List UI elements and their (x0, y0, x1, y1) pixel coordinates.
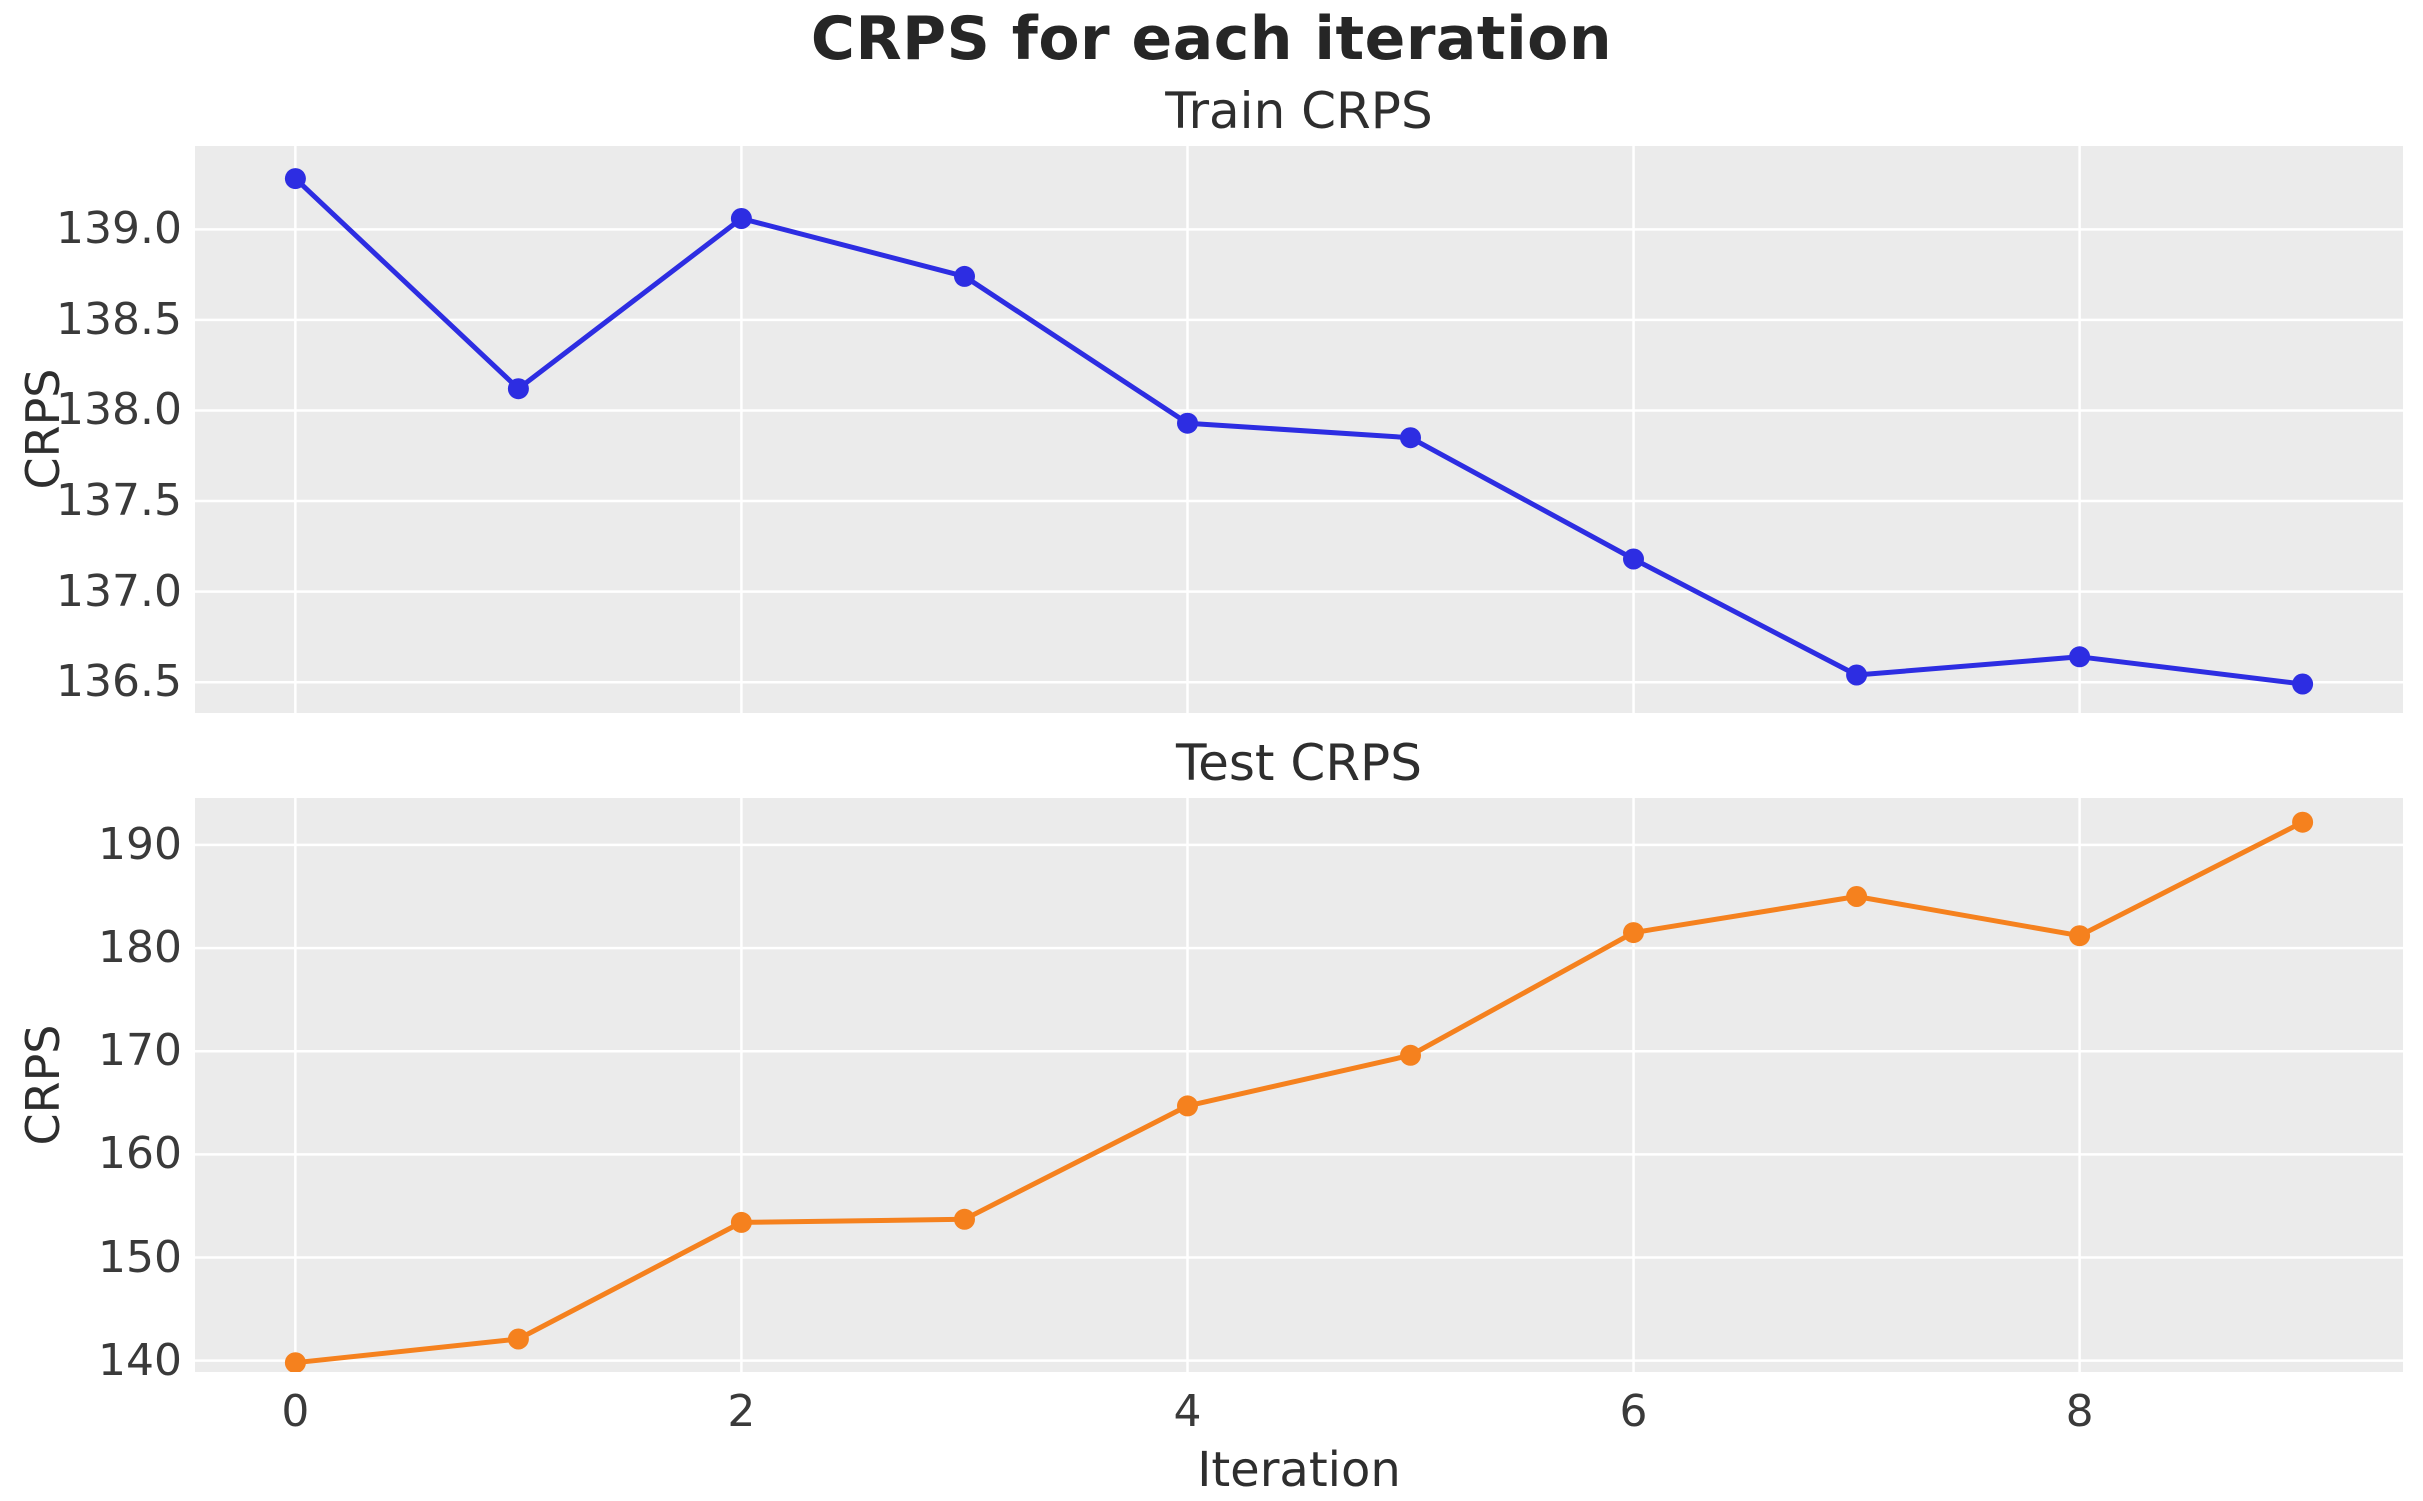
x-tick-label: 2 (727, 1386, 756, 1437)
data-point-marker (1177, 1095, 1198, 1117)
train-axes (195, 146, 2403, 713)
y-tick-label: 150 (98, 1231, 182, 1283)
x-tick-label: 4 (1173, 1386, 1202, 1437)
y-tick-label: 139.0 (56, 203, 182, 255)
data-point-marker (1400, 427, 1421, 449)
data-point-marker (1846, 886, 1868, 907)
x-tick-label: 0 (281, 1386, 310, 1437)
series-line (292, 176, 2306, 687)
data-point-marker (2069, 646, 2091, 668)
test-subplot-title: Test CRPS (1176, 734, 1422, 792)
data-point-marker (2069, 925, 2091, 947)
y-tick-label: 138.5 (56, 293, 182, 345)
x-tick-label: 8 (2065, 1386, 2094, 1437)
data-point-marker (730, 1211, 752, 1233)
train-subplot-title: Train CRPS (1165, 82, 1433, 140)
data-point-marker (284, 168, 306, 190)
y-tick-label: 190 (98, 818, 182, 870)
x-axis-label: Iteration (1197, 1442, 1401, 1498)
series-line (292, 819, 2306, 1366)
x-tick-label: 6 (1619, 1386, 1648, 1437)
train-line-chart (195, 146, 2403, 713)
data-point-marker (507, 1328, 529, 1350)
y-tick-label: 140 (98, 1334, 182, 1386)
data-point-marker (507, 378, 529, 400)
y-tick-label: 137.5 (56, 475, 182, 527)
data-point-marker (1177, 412, 1198, 434)
data-point-marker (1623, 922, 1644, 944)
data-point-marker (954, 1208, 975, 1230)
test-line-chart (195, 798, 2403, 1372)
y-tick-label: 137.0 (56, 565, 182, 617)
test-axes (195, 798, 2403, 1372)
data-point-marker (1623, 548, 1644, 570)
data-point-marker (1400, 1044, 1421, 1066)
figure-title: CRPS for each iteration (810, 4, 1613, 74)
data-point-marker (954, 265, 975, 287)
y-tick-label: 136.5 (56, 656, 182, 708)
data-point-marker (2292, 811, 2314, 833)
data-point-marker (2292, 673, 2314, 695)
y-tick-label: 138.0 (56, 384, 182, 436)
y-tick-label: 180 (98, 922, 182, 974)
data-point-marker (284, 1352, 306, 1372)
data-point-marker (730, 208, 752, 229)
y-tick-label: 160 (98, 1128, 182, 1180)
y-tick-label: 170 (98, 1025, 182, 1077)
data-point-marker (1846, 664, 1868, 686)
